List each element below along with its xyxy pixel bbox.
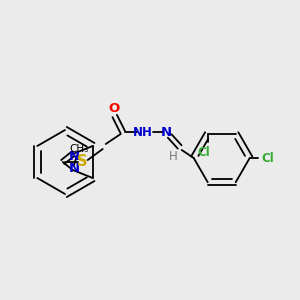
Text: H: H xyxy=(169,151,178,164)
Text: NH: NH xyxy=(133,127,153,140)
Text: S: S xyxy=(77,154,88,169)
Text: N: N xyxy=(161,125,172,139)
Text: CH₃: CH₃ xyxy=(69,144,88,154)
Text: Cl: Cl xyxy=(261,152,274,164)
Text: Cl: Cl xyxy=(197,146,210,159)
Text: O: O xyxy=(108,103,119,116)
Text: N: N xyxy=(69,149,80,163)
Text: N: N xyxy=(69,161,80,175)
